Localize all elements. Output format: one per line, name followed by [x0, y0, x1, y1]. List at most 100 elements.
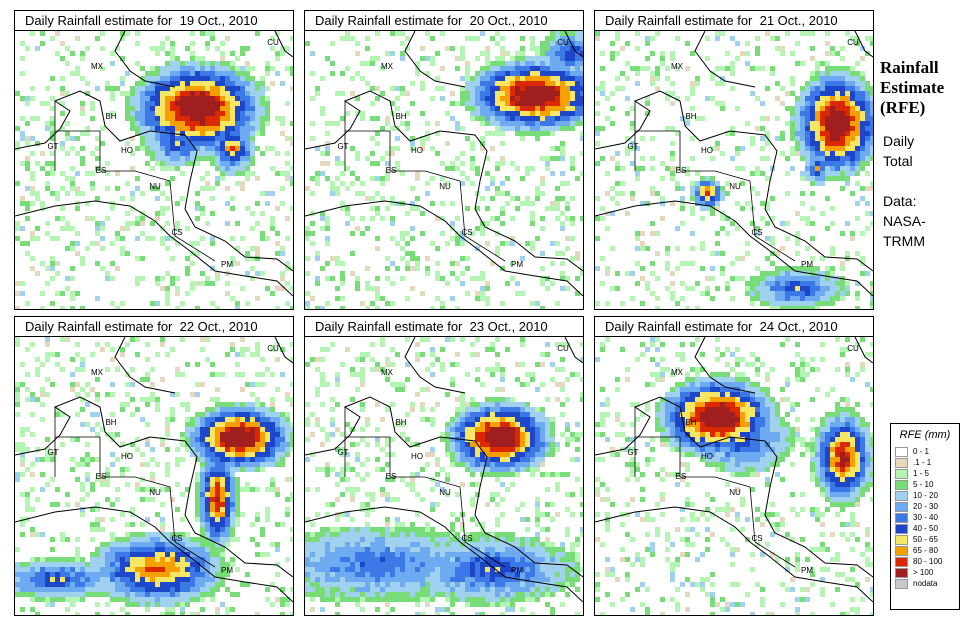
rain-cell: [15, 141, 20, 146]
rain-cell: [195, 557, 200, 562]
rain-cell: [845, 66, 850, 71]
rain-cell: [715, 196, 720, 201]
rain-cell: [540, 96, 545, 101]
country-label: PM: [221, 260, 233, 269]
rain-cell: [520, 56, 525, 61]
rain-cell: [470, 276, 475, 281]
rain-cell: [505, 397, 510, 402]
rain-cell: [145, 597, 150, 602]
rain-cell: [245, 131, 250, 136]
rain-cell: [535, 437, 540, 442]
rain-cell: [560, 181, 565, 186]
rain-cell: [245, 437, 250, 442]
rain-cell: [255, 31, 260, 36]
rain-cell: [135, 532, 140, 537]
rain-cell: [245, 452, 250, 457]
rain-cell: [205, 61, 210, 66]
rain-cell: [855, 216, 860, 221]
rain-cell: [170, 91, 175, 96]
rain-cell: [165, 196, 170, 201]
rain-cell: [35, 592, 40, 597]
rain-cell: [35, 191, 40, 196]
rain-cell: [575, 121, 580, 126]
rain-cell: [250, 487, 255, 492]
rain-cell: [495, 397, 500, 402]
rain-cell: [175, 572, 180, 577]
rain-cell: [210, 522, 215, 527]
rain-cell: [280, 427, 285, 432]
rain-cell: [520, 66, 525, 71]
rain-cell: [865, 86, 870, 91]
rain-cell: [260, 81, 265, 86]
rain-cell: [445, 141, 450, 146]
rain-cell: [550, 96, 555, 101]
rain-cell: [275, 452, 280, 457]
rain-cell: [250, 447, 255, 452]
rain-cell: [195, 71, 200, 76]
rain-cell: [320, 226, 325, 231]
rain-cell: [15, 337, 20, 342]
rain-cell: [255, 512, 260, 517]
rain-cell: [290, 447, 293, 452]
rain-cell: [450, 452, 455, 457]
rain-cell: [50, 161, 55, 166]
rain-cell: [180, 101, 185, 106]
rain-cell: [490, 196, 495, 201]
rain-cell: [830, 66, 835, 71]
rain-cell: [850, 101, 855, 106]
rain-cell: [195, 151, 200, 156]
rain-cell: [505, 412, 510, 417]
rain-cell: [125, 221, 130, 226]
rain-cell: [495, 101, 500, 106]
rain-cell: [360, 111, 365, 116]
rain-cell: [820, 86, 825, 91]
rain-cell: [810, 141, 815, 146]
rain-cell: [635, 146, 640, 151]
rain-cell: [615, 36, 620, 41]
rain-cell: [750, 91, 755, 96]
rain-cell: [385, 256, 390, 261]
rain-cell: [455, 241, 460, 246]
rain-cell: [710, 276, 715, 281]
rain-cell: [60, 532, 65, 537]
rain-cell: [260, 106, 265, 111]
rain-cell: [110, 562, 115, 567]
rain-cell: [855, 171, 860, 176]
rain-cell: [50, 266, 55, 271]
rain-cell: [680, 281, 685, 286]
rain-cell: [555, 106, 560, 111]
rain-cell: [860, 126, 865, 131]
rain-cell: [80, 256, 85, 261]
rain-cell: [230, 71, 235, 76]
rain-cell: [145, 101, 150, 106]
rain-cell: [560, 101, 565, 106]
rain-cell: [195, 126, 200, 131]
rain-cell: [175, 141, 180, 146]
rain-cell: [280, 452, 285, 457]
rain-cell: [620, 86, 625, 91]
rain-cell: [495, 387, 500, 392]
rain-cell: [60, 567, 65, 572]
rain-cell: [675, 266, 680, 271]
rain-cell: [500, 387, 505, 392]
rain-cell: [40, 582, 45, 587]
rain-cell: [120, 597, 125, 602]
rain-cell: [755, 266, 760, 271]
rain-cell: [115, 552, 120, 557]
rain-cell: [485, 301, 490, 306]
rain-cell: [200, 597, 205, 602]
rain-cell: [235, 477, 240, 482]
rain-cell: [285, 176, 290, 181]
rain-cell: [35, 572, 40, 577]
rain-cell: [855, 181, 860, 186]
rain-cell: [380, 91, 385, 96]
rain-cell: [225, 567, 230, 572]
rain-cell: [400, 422, 405, 427]
rain-cell: [120, 537, 125, 542]
rain-cell: [155, 46, 160, 51]
rain-cell: [540, 51, 545, 56]
rain-cell: [405, 231, 410, 236]
rain-cell: [15, 281, 20, 286]
rain-cell: [765, 271, 770, 276]
rain-cell: [525, 56, 530, 61]
